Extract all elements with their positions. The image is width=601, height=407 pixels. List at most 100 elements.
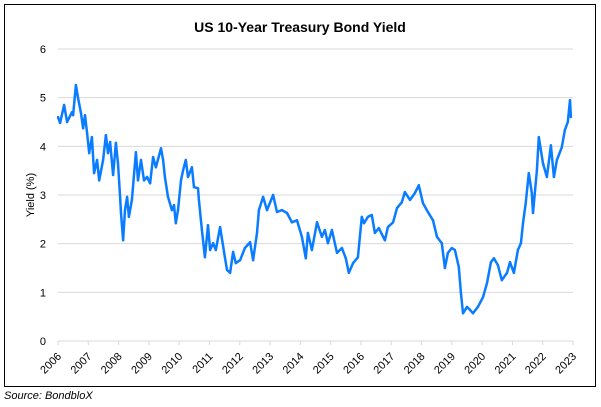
data-point: [134, 150, 138, 154]
data-point: [214, 248, 218, 252]
data-point: [114, 141, 118, 145]
data-point: [300, 235, 304, 239]
data-point: [200, 228, 204, 232]
data-point: [181, 168, 185, 172]
data-point: [225, 268, 229, 272]
data-point: [208, 248, 212, 252]
data-point: [108, 140, 112, 144]
data-point: [166, 195, 170, 199]
data-point: [403, 190, 407, 194]
data-point: [323, 228, 327, 232]
data-point: [74, 83, 78, 87]
data-point: [347, 271, 351, 275]
data-point: [461, 312, 465, 315]
data-point: [231, 250, 235, 254]
data-point: [238, 259, 242, 262]
data-point: [563, 129, 567, 132]
source-note: Source: BondbloX: [4, 390, 93, 402]
data-point: [62, 103, 66, 107]
y-tick-label: 6: [40, 44, 46, 56]
y-axis-label: Yield (%): [25, 173, 37, 217]
data-point: [391, 221, 395, 224]
data-point: [320, 235, 324, 239]
data-point: [531, 211, 535, 215]
data-point: [271, 193, 275, 197]
data-point: [481, 296, 485, 299]
data-point: [136, 179, 140, 182]
data-point: [223, 256, 227, 259]
data-point: [186, 175, 190, 179]
data-point: [71, 113, 75, 117]
data-point: [524, 202, 527, 205]
data-point: [377, 226, 381, 230]
data-point: [295, 219, 299, 222]
data-point: [435, 235, 439, 239]
data-point: [519, 241, 523, 245]
x-tick-label: 2020: [462, 351, 488, 377]
data-point: [58, 121, 62, 125]
data-point: [408, 198, 412, 202]
x-tick-label: 2023: [553, 351, 579, 377]
data-point: [560, 146, 563, 149]
data-point: [527, 171, 530, 175]
data-point: [471, 312, 475, 315]
data-point: [228, 271, 232, 275]
data-point: [489, 260, 493, 264]
data-point: [351, 261, 355, 265]
data-point: [496, 263, 500, 267]
data-point: [304, 257, 308, 260]
data-point: [512, 271, 516, 275]
data-point: [566, 120, 570, 124]
data-point: [90, 135, 94, 139]
data-point: [310, 248, 314, 252]
data-point: [521, 222, 525, 225]
data-point: [335, 251, 339, 255]
data-point: [163, 175, 167, 179]
y-tick-label: 0: [40, 336, 46, 348]
y-tick-label: 4: [40, 141, 46, 153]
data-point: [243, 246, 247, 250]
data-point: [148, 182, 152, 185]
data-point: [248, 241, 252, 244]
data-point: [56, 115, 60, 119]
data-point: [459, 291, 463, 295]
data-point: [76, 96, 80, 99]
data-point: [255, 231, 259, 235]
data-point: [315, 221, 319, 224]
data-point: [65, 120, 69, 124]
data-point: [251, 259, 255, 262]
data-point: [535, 168, 539, 172]
data-point: [476, 305, 480, 309]
data-point: [81, 127, 85, 130]
data-point: [326, 241, 330, 245]
data-point: [70, 111, 74, 114]
data-point: [196, 186, 200, 190]
data-point: [568, 98, 572, 102]
x-tick-label: 2019: [432, 351, 458, 377]
y-tick-label: 3: [40, 190, 46, 202]
x-tick-label: 2010: [159, 351, 185, 377]
data-point: [211, 241, 215, 245]
data-point: [123, 208, 127, 212]
chart-title: US 10-Year Treasury Bond Yield: [194, 19, 406, 35]
data-point: [370, 213, 374, 217]
data-point: [426, 210, 430, 214]
data-point: [170, 208, 174, 212]
data-point: [192, 186, 196, 189]
data-point: [330, 228, 334, 232]
x-tick-label: 2007: [69, 351, 95, 377]
data-point: [545, 175, 549, 179]
data-point: [485, 281, 489, 285]
data-point: [184, 158, 188, 162]
data-point: [275, 210, 279, 214]
data-point: [450, 246, 454, 250]
data-point: [197, 198, 201, 202]
data-point: [492, 257, 496, 260]
x-tick-label: 2022: [523, 351, 549, 377]
data-point: [161, 158, 165, 162]
data-point: [127, 215, 131, 219]
data-point: [121, 239, 125, 242]
data-point: [145, 175, 149, 179]
data-point: [179, 179, 183, 182]
